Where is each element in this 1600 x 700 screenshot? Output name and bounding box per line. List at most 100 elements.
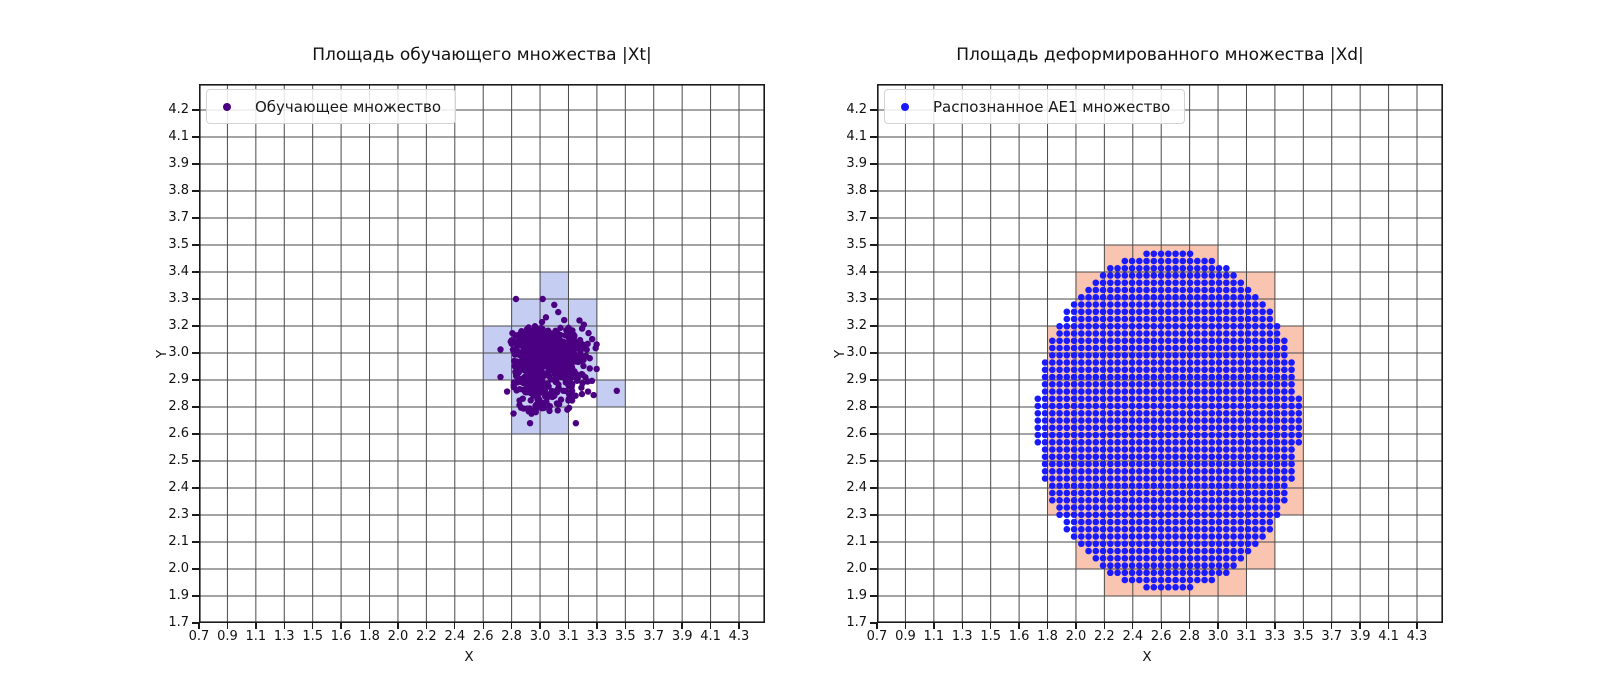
y-tick-label: 3.7	[168, 210, 189, 225]
y-tick-label: 2.0	[846, 561, 867, 576]
y-tick-mark	[192, 379, 199, 381]
y-tick-mark	[870, 190, 877, 192]
x-tick-mark	[510, 623, 513, 629]
plot-title: Площадь обучающего множества |Xt|	[312, 45, 652, 65]
plot-area: 0.7 0.9 1.1 1.3 1.5 1.6 1.8 2.0 2.2 2.4 2.6 2.8 3.0 3…	[846, 84, 1443, 644]
x-tick-label: 4.1	[700, 629, 721, 644]
y-tick-mark	[192, 352, 199, 354]
x-tick-mark	[961, 623, 963, 629]
y-tick-label: 3.7	[846, 210, 867, 225]
x-tick-mark	[1046, 623, 1049, 629]
y-tick-label: 4.2	[168, 102, 189, 117]
y-tick-mark	[192, 190, 199, 192]
x-tick-mark	[653, 623, 655, 629]
x-tick-label: 0.7	[866, 629, 888, 644]
y-tick-mark	[192, 460, 199, 462]
y-tick-mark	[870, 541, 877, 543]
y-tick-label: 1.9	[168, 588, 189, 603]
x-tick-mark	[1302, 623, 1304, 629]
x-tick-label: 3.3	[586, 629, 608, 644]
x-tick-label: 2.6	[472, 629, 494, 644]
x-tick-label: 3.9	[671, 629, 693, 644]
y-tick-mark	[870, 406, 877, 408]
x-tick-label: 4.3	[1406, 629, 1428, 644]
x-tick-mark	[681, 623, 683, 629]
x-tick-mark	[738, 623, 740, 629]
y-tick-mark	[870, 568, 877, 570]
y-tick-label: 2.6	[168, 426, 189, 441]
y-tick-mark	[870, 433, 877, 435]
y-tick-mark	[870, 595, 877, 597]
y-tick-mark	[192, 541, 199, 543]
x-tick-mark	[1018, 623, 1020, 629]
y-tick-mark	[870, 352, 877, 354]
x-tick-mark	[624, 623, 626, 629]
x-tick-mark	[255, 623, 257, 629]
x-tick-label: 3.7	[1321, 629, 1343, 644]
y-tick-mark	[192, 514, 199, 516]
y-tick-mark	[870, 244, 877, 246]
y-tick-mark	[192, 622, 199, 624]
y-tick-label: 4.1	[168, 129, 189, 144]
x-tick-label: 0.9	[217, 629, 238, 644]
x-tick-mark	[876, 623, 878, 629]
x-tick-mark	[1103, 623, 1106, 629]
plot-title: Площадь деформированного множества |Xd|	[956, 45, 1364, 65]
y-tick-mark	[870, 514, 877, 516]
x-tick-mark	[1132, 623, 1134, 629]
y-tick-label: 2.8	[168, 399, 189, 414]
x-tick-label: 1.8	[1037, 629, 1058, 644]
y-tick-mark	[870, 163, 877, 165]
x-tick-label: 3.9	[1349, 629, 1371, 644]
x-tick-label: 2.4	[1122, 629, 1144, 644]
y-tick-label: 4.2	[846, 102, 867, 117]
y-tick-mark	[870, 622, 877, 624]
y-tick-mark	[192, 595, 199, 597]
x-tick-label: 1.1	[923, 629, 945, 644]
x-tick-mark	[1188, 623, 1191, 629]
x-tick-mark	[397, 623, 399, 629]
x-tick-mark	[425, 623, 428, 629]
y-tick-label: 2.3	[168, 507, 189, 522]
x-tick-mark	[1416, 623, 1418, 629]
y-tick-label: 3.3	[168, 291, 189, 306]
x-tick-mark	[1331, 623, 1333, 629]
y-tick-label: 3.5	[168, 237, 189, 252]
y-tick-mark	[870, 460, 877, 462]
y-tick-mark	[870, 298, 877, 300]
y-tick-label: 3.2	[846, 318, 867, 333]
x-tick-mark	[311, 623, 314, 629]
y-tick-mark	[870, 487, 877, 489]
x-tick-label: 2.0	[387, 629, 409, 644]
y-tick-label: 3.5	[846, 237, 867, 252]
x-tick-label: 3.0	[1207, 629, 1229, 644]
y-tick-mark	[192, 568, 199, 570]
x-tick-label: 1.3	[951, 629, 973, 644]
x-tick-mark	[709, 623, 712, 629]
y-tick-label: 2.5	[846, 453, 867, 468]
x-tick-label: 3.1	[558, 629, 579, 644]
x-tick-mark	[283, 623, 285, 629]
legend-label: Обучающее множество	[255, 97, 442, 116]
x-tick-mark	[1359, 623, 1361, 629]
y-tick-label: 2.4	[168, 480, 189, 495]
y-tick-label: 1.7	[168, 615, 189, 630]
y-tick-mark	[192, 433, 199, 435]
x-tick-label: 3.0	[529, 629, 551, 644]
legend-marker-icon	[223, 102, 231, 111]
y-tick-label: 1.9	[846, 588, 867, 603]
x-tick-label: 3.5	[614, 629, 636, 644]
x-tick-label: 2.6	[1150, 629, 1172, 644]
y-tick-label: 3.4	[168, 264, 189, 279]
y-tick-mark	[870, 325, 877, 327]
x-tick-label: 2.4	[444, 629, 466, 644]
x-tick-label: 2.2	[1094, 629, 1115, 644]
y-tick-label: 3.0	[846, 345, 867, 360]
x-tick-mark	[482, 623, 484, 629]
x-tick-mark	[198, 623, 200, 629]
y-tick-label: 2.1	[846, 534, 867, 549]
y-tick-mark	[870, 109, 877, 111]
x-tick-mark	[596, 623, 598, 629]
